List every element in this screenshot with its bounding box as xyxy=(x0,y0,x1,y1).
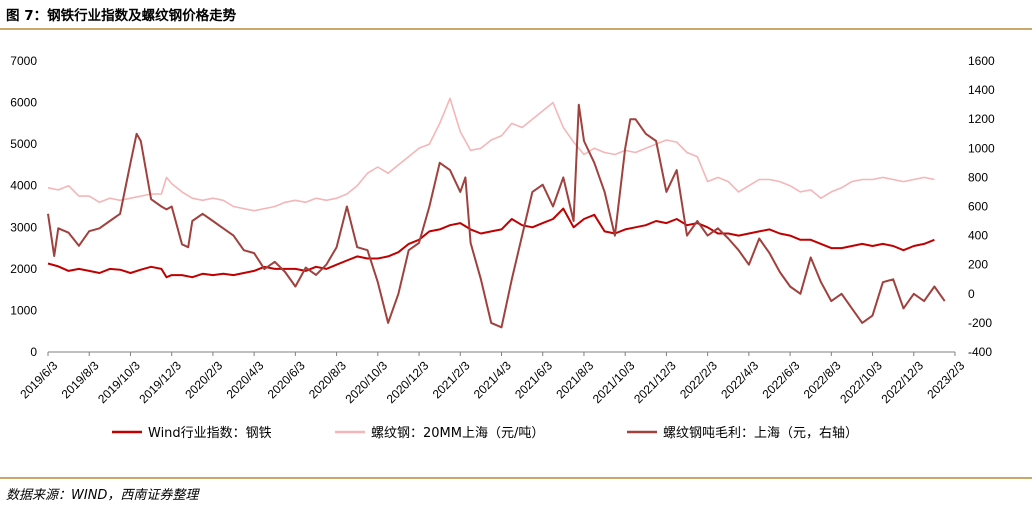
x-tick-label: 2020/6/3 xyxy=(265,358,308,401)
series-line xyxy=(47,207,935,279)
right-y-tick-label: 1400 xyxy=(968,83,995,97)
x-tick-label: 2023/2/3 xyxy=(924,358,967,401)
left-y-tick-label: 1000 xyxy=(10,303,37,317)
right-y-tick-label: 0 xyxy=(968,287,975,301)
x-tick-label: 2022/12/3 xyxy=(878,358,926,406)
x-tick-label: 2022/10/3 xyxy=(837,358,885,406)
x-tick-label: 2021/6/3 xyxy=(512,358,555,401)
left-y-tick-label: 4000 xyxy=(10,179,37,193)
x-tick-label: 2019/10/3 xyxy=(95,358,143,406)
plot-lines xyxy=(47,97,946,329)
x-tick-label: 2021/4/3 xyxy=(471,358,514,401)
left-y-tick-label: 2000 xyxy=(10,262,37,276)
right-y-tick-label: 800 xyxy=(968,170,988,184)
x-tick-label: 2022/6/3 xyxy=(759,358,802,401)
top-rule xyxy=(0,28,1032,30)
legend: Wind行业指数：钢铁 螺纹钢：20MM上海（元/吨） 螺纹钢吨毛利：上海（元，右轴… xyxy=(112,426,858,441)
axes xyxy=(47,351,956,356)
x-tick-label: 2020/10/3 xyxy=(343,358,391,406)
series-line xyxy=(47,97,935,212)
figure-source: 数据来源：WIND，西南证券整理 xyxy=(6,488,199,503)
right-y-tick-label: 600 xyxy=(968,200,988,214)
x-tick-label: 2019/12/3 xyxy=(136,358,184,406)
left-y-tick-label: 0 xyxy=(30,345,37,359)
x-tick-label: 2021/2/3 xyxy=(430,358,473,401)
x-tick-label: 2022/2/3 xyxy=(677,358,720,401)
x-tick-label: 2020/4/3 xyxy=(224,358,267,401)
left-y-tick-label: 5000 xyxy=(10,137,37,151)
legend-label: 螺纹钢吨毛利：上海（元，右轴） xyxy=(663,426,858,441)
figure-title: 图 7：钢铁行业指数及螺纹钢价格走势 xyxy=(6,8,237,24)
right-y-tick-label: 1200 xyxy=(968,112,995,126)
x-axis-ticks: 2019/6/32019/8/32019/10/32019/12/32020/2… xyxy=(17,358,967,406)
x-tick-label: 2020/2/3 xyxy=(182,358,225,401)
series-line xyxy=(47,103,946,329)
x-tick-label: 2022/4/3 xyxy=(718,358,761,401)
right-y-tick-label: 1000 xyxy=(968,141,995,155)
left-y-tick-label: 7000 xyxy=(10,54,37,68)
bottom-rule xyxy=(0,477,1032,479)
legend-label: Wind行业指数：钢铁 xyxy=(148,426,272,441)
x-tick-label: 2019/6/3 xyxy=(17,358,60,401)
right-y-tick-label: -200 xyxy=(968,316,992,330)
x-tick-label: 2020/12/3 xyxy=(384,358,432,406)
right-y-tick-label: 200 xyxy=(968,258,988,272)
right-y-tick-label: -400 xyxy=(968,345,992,359)
line-chart: 2019/6/32019/8/32019/10/32019/12/32020/2… xyxy=(10,54,995,441)
left-y-tick-label: 3000 xyxy=(10,220,37,234)
left-y-tick-label: 6000 xyxy=(10,96,37,110)
legend-label: 螺纹钢：20MM上海（元/吨） xyxy=(371,426,544,441)
right-y-tick-label: 400 xyxy=(968,229,988,243)
x-tick-label: 2021/10/3 xyxy=(590,358,638,406)
right-y-tick-label: 1600 xyxy=(968,54,995,68)
x-tick-label: 2021/12/3 xyxy=(631,358,679,406)
left-y-axis-ticks: 0 1000 2000 3000 4000 5000 6000 7000 xyxy=(10,54,37,359)
right-y-axis-ticks: -400 -200 0 200 400 600 800 1000 1200 1400 1600 xyxy=(968,54,995,359)
